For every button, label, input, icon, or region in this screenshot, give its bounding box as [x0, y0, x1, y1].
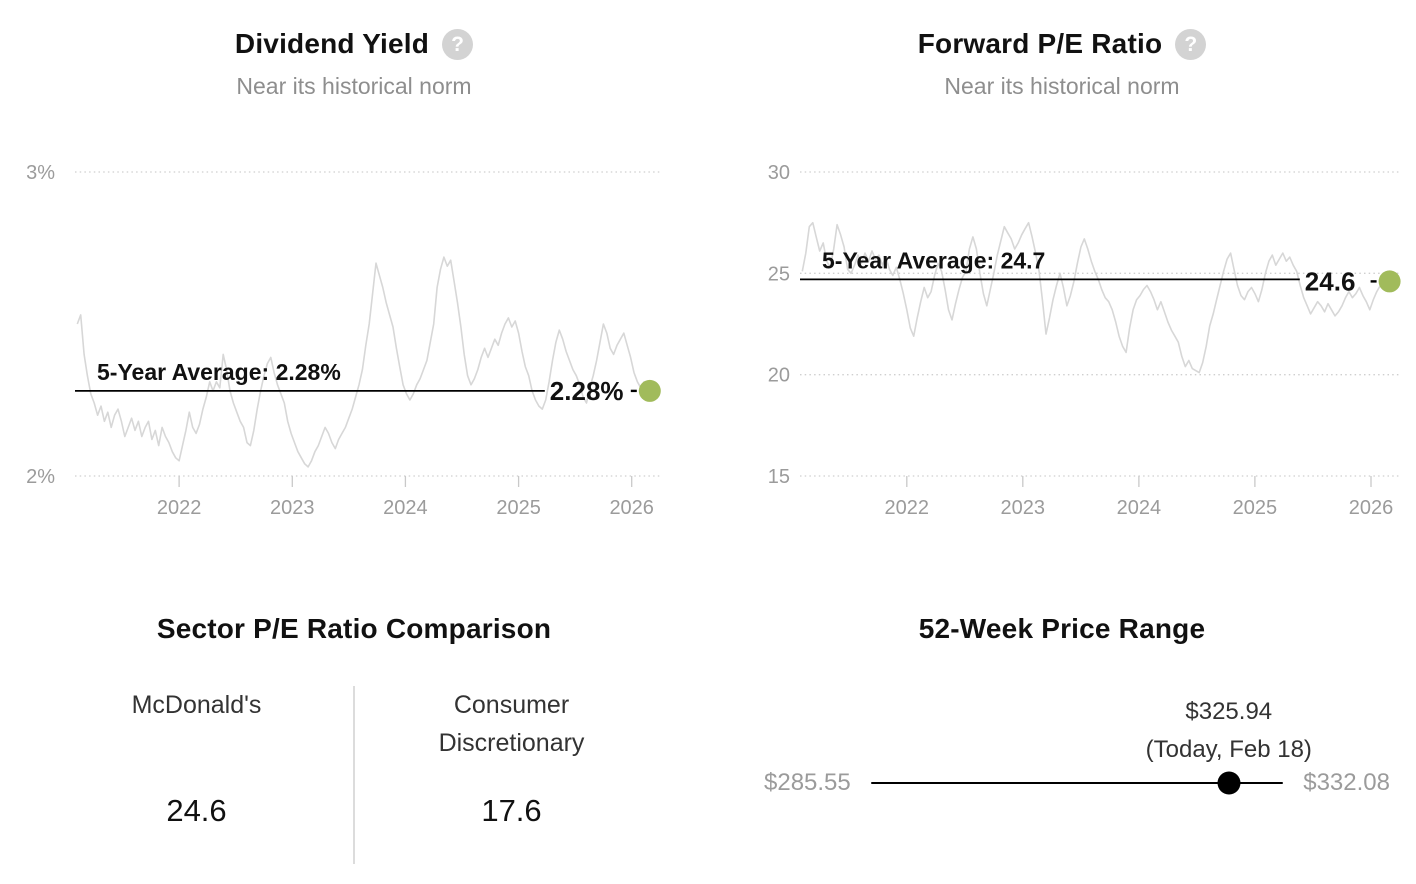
- forward-pe-panel: Forward P/E Ratio ? Near its historical …: [708, 0, 1416, 525]
- page-title: Forward P/E Ratio: [917, 28, 1163, 59]
- series-line: [801, 221, 1391, 374]
- series-line: [76, 256, 651, 468]
- current-price-label: $325.94: [1185, 698, 1273, 726]
- sector-label: Consumer Discretionary: [438, 691, 585, 757]
- y-axis-label: 15: [768, 466, 790, 488]
- current-value-label: 2.28%: [550, 376, 624, 406]
- sector-pe-panel: Sector P/E Ratio Comparison McDonald's 2…: [0, 525, 708, 864]
- y-axis-label: 2%: [26, 466, 55, 488]
- y-axis-label: 25: [768, 263, 790, 285]
- low-price-label: $285.55: [764, 769, 851, 796]
- y-axis-label: 30: [768, 162, 790, 184]
- company-pe-value: 24.6: [166, 793, 227, 828]
- x-axis-label: 2026: [609, 497, 654, 519]
- y-axis-label: 3%: [26, 162, 55, 184]
- dividend-yield-panel: Dividend Yield ? Near its historical nor…: [0, 0, 708, 525]
- help-icon[interactable]: ?: [1175, 28, 1207, 60]
- x-axis-label: 2026: [1349, 497, 1394, 519]
- current-value-label: 24.6: [1305, 266, 1356, 296]
- x-axis-label: 2025: [1233, 497, 1278, 519]
- x-axis-label: 2023: [1001, 497, 1046, 519]
- sector-col-company: McDonald's 24.6: [40, 686, 353, 864]
- sector-comparison: McDonald's 24.6 Consumer Discretionary 1…: [0, 686, 708, 864]
- dividend-yield-header: Dividend Yield ?: [0, 26, 708, 62]
- column-divider: [353, 686, 355, 864]
- price-range-panel: 52-Week Price Range $285.55 $325.94 (Tod…: [708, 525, 1416, 864]
- average-label: 5-Year Average: 2.28%: [97, 359, 341, 385]
- x-axis-label: 2022: [157, 497, 202, 519]
- price-range-slider: $285.55 $325.94 (Today, Feb 18) $332.08: [708, 698, 1416, 798]
- section-title: 52-Week Price Range: [918, 613, 1206, 644]
- company-label: McDonald's: [131, 691, 262, 719]
- forward-pe-chart: 30 25 20 15 2022 2023 2024 2025 2026 5-Year Avera…: [768, 162, 1401, 519]
- current-value-dot: [1378, 270, 1401, 293]
- sector-pe-value: 17.6: [481, 793, 542, 828]
- help-icon[interactable]: ?: [442, 28, 474, 60]
- sector-col-sector: Consumer Discretionary 17.6: [355, 686, 668, 864]
- x-axis-label: 2025: [496, 497, 541, 519]
- high-price-label: $332.08: [1303, 769, 1390, 796]
- y-axis-label: 20: [768, 365, 790, 387]
- price-track: $325.94 (Today, Feb 18): [870, 698, 1312, 795]
- x-axis-label: 2023: [270, 497, 315, 519]
- average-label: 5-Year Average: 24.7: [822, 247, 1045, 273]
- chart-subtitle: Near its historical norm: [236, 73, 472, 99]
- dividend-yield-chart: 3% 2% 2022 2023 2024 2025 2026 5-Year Average: …: [26, 162, 661, 519]
- price-dot: [1217, 771, 1241, 795]
- x-axis-label: 2024: [383, 497, 428, 519]
- current-value-dot: [638, 379, 661, 402]
- section-title: Sector P/E Ratio Comparison: [156, 613, 552, 644]
- dashboard: Dividend Yield ? Near its historical nor…: [0, 0, 1416, 864]
- x-axis-label: 2024: [1117, 497, 1162, 519]
- page-title: Dividend Yield: [234, 28, 430, 59]
- x-axis-label: 2022: [885, 497, 930, 519]
- chart-subtitle: Near its historical norm: [944, 73, 1180, 99]
- forward-pe-header: Forward P/E Ratio ?: [708, 26, 1416, 62]
- current-price-date: (Today, Feb 18): [1145, 736, 1312, 764]
- price-annotation: $325.94 (Today, Feb 18): [1146, 693, 1312, 769]
